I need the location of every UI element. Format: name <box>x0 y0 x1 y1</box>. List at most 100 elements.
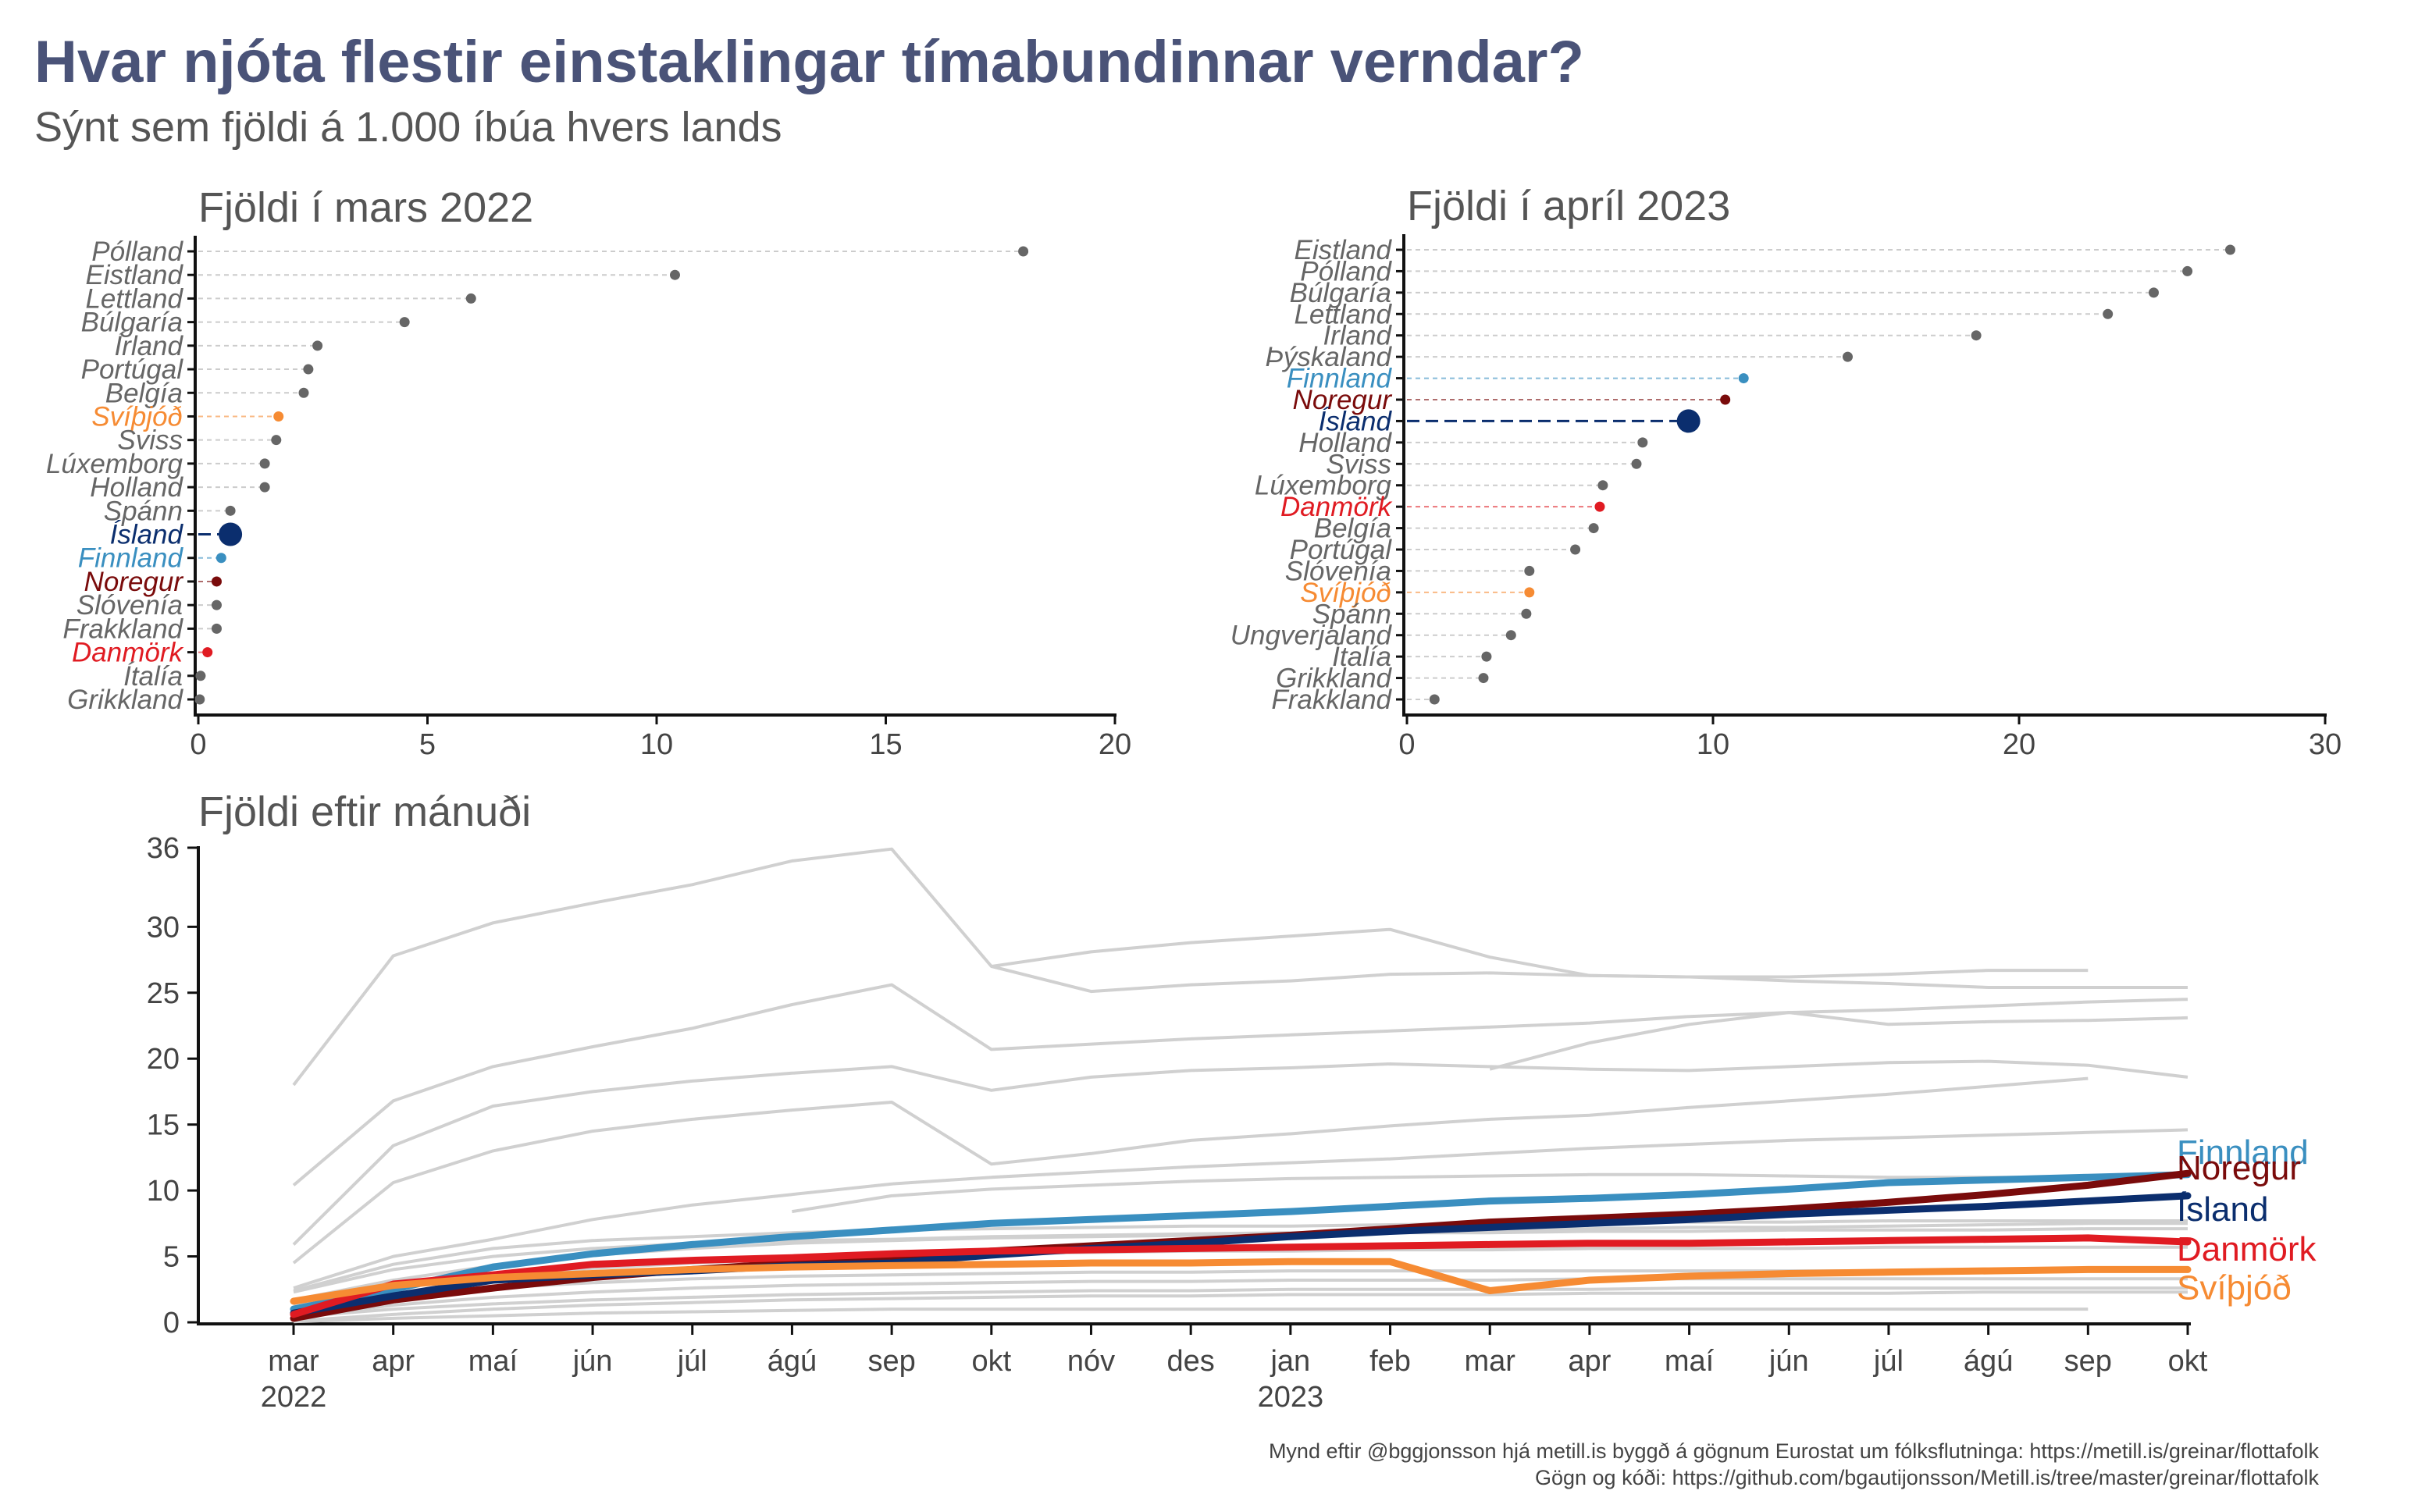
mar2022-point-holland <box>259 482 270 493</box>
mar2022-label-lettland: Lettland <box>85 283 183 314</box>
apr2023-point-eistland <box>2224 244 2235 255</box>
monthly-x-tick-label: mar <box>1464 1345 1515 1378</box>
mar2022-point-danmo-rk <box>202 647 213 658</box>
monthly-y-tick-label: 0 <box>163 1307 180 1339</box>
apr2023-point-grikkland <box>1478 673 1489 684</box>
mar2022-label-portu-gal: Portúgal <box>81 354 184 385</box>
monthly-x-tick-label: júl <box>677 1345 707 1378</box>
apr2023-label--y-skaland: Þýskaland <box>1266 342 1393 372</box>
monthly-y-tick-label: 30 <box>147 911 180 944</box>
apr2023-x-tick-label: 0 <box>1398 728 1415 761</box>
mar2022-label-grikkland: Grikkland <box>67 685 183 715</box>
apr2023-label-lettland: Lettland <box>1294 299 1392 329</box>
mar2022-label-frakkland: Frakkland <box>62 614 183 644</box>
mar2022-label-lu-xemborg: Lúxemborg <box>46 449 183 479</box>
monthly-x-tick-label: maí <box>468 1345 518 1378</box>
mar2022-label-po-lland: Pólland <box>91 237 183 267</box>
apr2023-point-finnland <box>1738 373 1749 384</box>
mar2022-label-slo-veni-a: Slóvenía <box>77 590 183 621</box>
monthly-x-tick-label: mar <box>268 1345 319 1378</box>
apr2023-label-sviss: Sviss <box>1326 449 1391 479</box>
apr2023-label-slo-veni-a: Slóvenía <box>1285 556 1391 586</box>
apr2023-label-danmo-rk: Danmörk <box>1280 492 1392 522</box>
mar2022-point-i-rland <box>312 340 323 351</box>
monthly-y-tick-label: 10 <box>147 1175 180 1208</box>
caption-line-1: Mynd eftir @bggjonsson hjá metill.is byg… <box>1268 1439 2319 1463</box>
mar2022-label-svi-jo-: Svíþjóð <box>91 401 183 432</box>
monthly-x-tick-label: apr <box>1568 1345 1611 1378</box>
apr2023-point-bu-lgari-a <box>2148 287 2159 298</box>
apr2023-label-i-sland: Ísland <box>1319 406 1393 436</box>
mar2022-point-eistland <box>669 269 680 280</box>
apr2023-label-i-tali-a: Ítalía <box>1332 642 1391 672</box>
apr2023-point-belgi-a <box>1588 523 1599 534</box>
apr2023-point-i-sland <box>1676 409 1701 433</box>
series-line-other-7 <box>792 1172 2089 1214</box>
series-label-finnland: Finnland <box>2177 1133 2309 1172</box>
apr2023-point-sviss <box>1631 458 1642 469</box>
apr2023-point-i-tali-a <box>1481 651 1492 662</box>
apr2023-point-portu-gal <box>1570 544 1581 555</box>
series-line-other-1 <box>991 927 2089 979</box>
monthly-x-tick-label: ágú <box>1964 1345 2013 1378</box>
apr2023-point--y-skaland <box>1842 351 1853 362</box>
series-label-i-sland: Ísland <box>2177 1190 2268 1229</box>
mar2022-x-tick-label: 20 <box>1099 728 1131 761</box>
apr2023-label-grikkland: Grikkland <box>1276 664 1392 694</box>
monthly-x-tick-label: des <box>1167 1345 1215 1378</box>
apr2023-label-lu-xemborg: Lúxemborg <box>1255 471 1392 501</box>
mar2022-label-eistland: Eistland <box>85 260 183 290</box>
mar2022-point-svi-jo- <box>273 411 284 422</box>
apr2023-label-bu-lgari-a: Búlgaría <box>1290 278 1391 308</box>
monthly-y-tick-label: 5 <box>163 1241 180 1274</box>
series-line-finnland <box>290 1171 2192 1313</box>
mar2022-point-belgi-a <box>298 387 309 398</box>
monthly-x-tick-label: okt <box>971 1345 1011 1378</box>
apr2023-x-tick-label: 20 <box>2003 728 2035 761</box>
mar2022-point-i-tali-a <box>195 671 206 681</box>
apr2023-label-belgi-a: Belgía <box>1314 514 1391 544</box>
mar2022-label-holland: Holland <box>90 472 183 503</box>
monthly-x-tick-label: sep <box>867 1345 915 1378</box>
mar2022-label-finnland: Finnland <box>78 543 184 574</box>
apr2023-point-lettland <box>2103 308 2114 319</box>
source-caption: Mynd eftir @bggjonsson hjá metill.is byg… <box>1269 1438 2319 1491</box>
apr2023-label-holland: Holland <box>1298 428 1392 458</box>
apr2023-label-portu-gal: Portúgal <box>1290 535 1393 565</box>
mar2022-point-i-sland <box>219 522 243 546</box>
apr2023-x-tick-label: 30 <box>2309 728 2342 761</box>
series-line-other-14 <box>293 1286 2188 1319</box>
mar2022-x-tick-label: 10 <box>640 728 673 761</box>
mar2022-point-sviss <box>271 435 282 446</box>
mar2022-title: Fjöldi í mars 2022 <box>198 184 533 231</box>
monthly-y-tick-label: 15 <box>147 1109 180 1142</box>
apr2023-point-svi-jo- <box>1524 587 1535 598</box>
apr2023-label-finnland: Finnland <box>1287 364 1393 394</box>
monthly-x-year-label: 2022 <box>261 1381 327 1414</box>
monthly-panel: Fjöldi eftir mánuði05101520253036mar2022… <box>147 788 2317 1414</box>
apr2023-label-noregur: Noregur <box>1293 385 1393 415</box>
series-line-other-6 <box>293 1128 2188 1290</box>
mar2022-point-portu-gal <box>303 364 314 375</box>
mar2022-point-bu-lgari-a <box>399 317 410 328</box>
mar2022-point-frakkland <box>211 623 222 634</box>
apr2023-point-i-rland <box>1971 330 1982 341</box>
series-line-other-4 <box>292 1059 2188 1246</box>
series-line-other-0 <box>292 847 2188 1087</box>
apr2023-point-frakkland <box>1429 694 1440 705</box>
mar2022-point-po-lland <box>1018 246 1029 257</box>
monthly-title: Fjöldi eftir mánuði <box>198 788 531 835</box>
series-line-other-13 <box>293 1277 2188 1319</box>
mar2022-point-lettland <box>465 293 476 304</box>
series-label-danmo-rk: Danmörk <box>2177 1230 2317 1268</box>
series-line-other-8 <box>293 1219 2188 1293</box>
page-subtitle: Sýnt sem fjöldi á 1.000 íbúa hvers lands <box>34 104 782 151</box>
mar2022-point-finnland <box>215 553 226 564</box>
mar2022-label-sviss: Sviss <box>117 425 183 456</box>
mar2022-point-noregur <box>211 576 222 587</box>
series-line-other-16 <box>293 1307 2089 1324</box>
series-line-other-5 <box>292 1076 2089 1265</box>
series-line-svi-jo- <box>290 1258 2192 1305</box>
apr2023-label-i-rland: Írland <box>1323 321 1392 351</box>
